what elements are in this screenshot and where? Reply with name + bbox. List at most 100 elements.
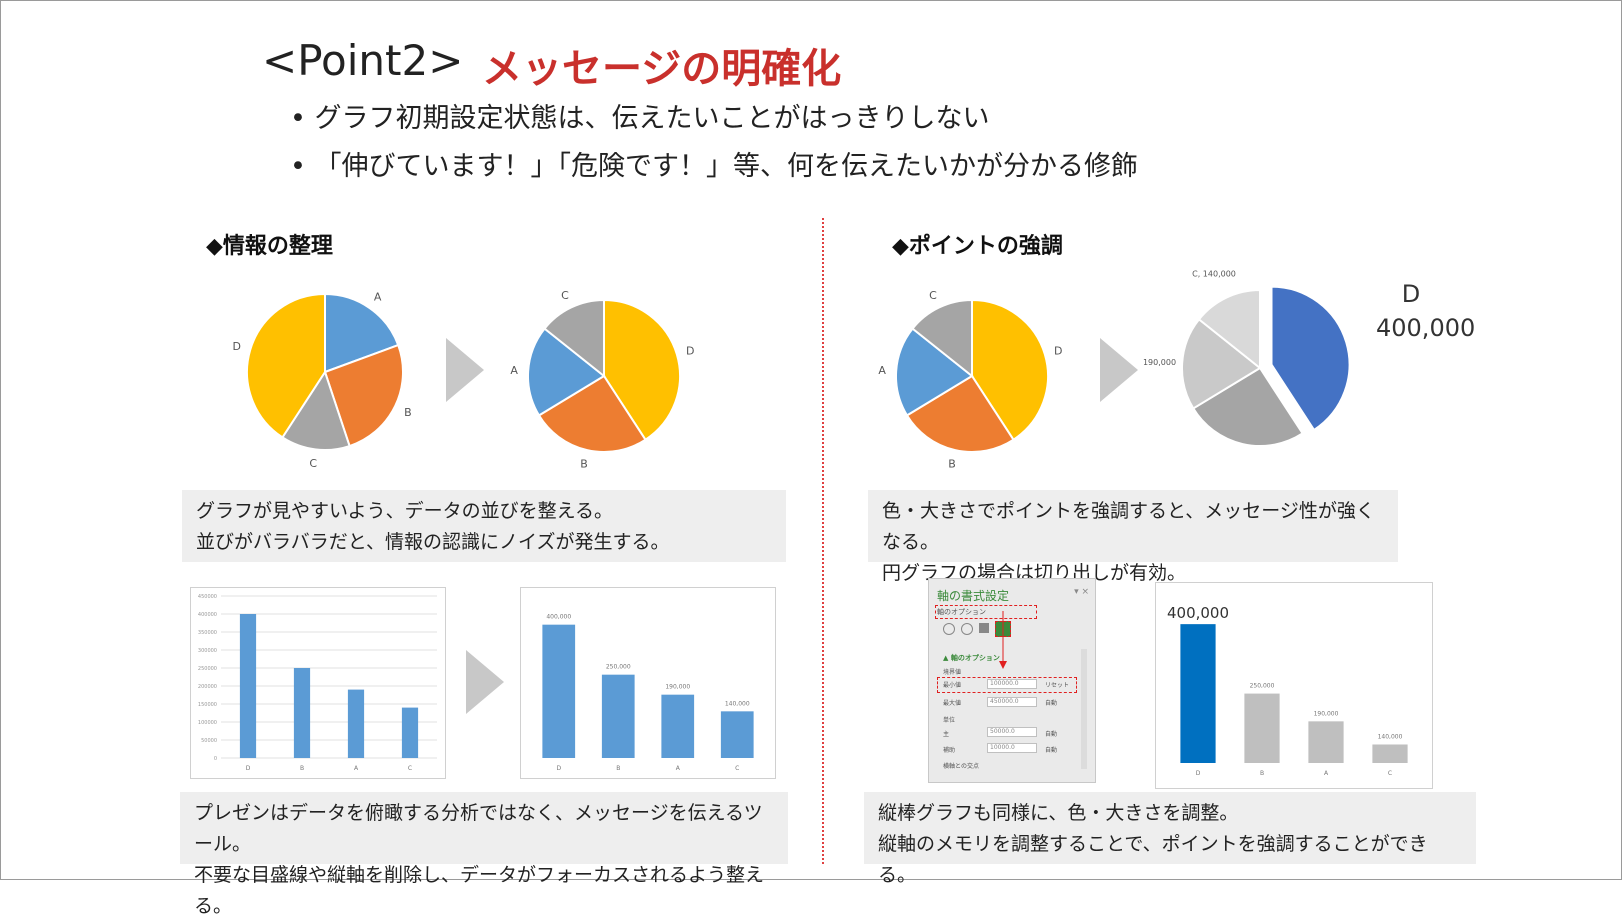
pie-label: B	[948, 458, 956, 471]
x-tick-label: B	[616, 765, 620, 772]
left-caption-bottom: プレゼンはデータを俯瞰する分析ではなく、メッセージを伝えるツール。 不要な目盛線…	[180, 792, 788, 917]
close-icon[interactable]: ▾ ×	[1074, 587, 1089, 597]
x-tick-label: C	[408, 765, 412, 772]
highlight-value: 400,000	[1376, 314, 1476, 342]
pie-label: C	[309, 457, 317, 470]
caption-line: グラフが見やすいよう、データの並びを整える。	[196, 500, 614, 522]
pie-slice-a	[895, 327, 974, 417]
pie-label: B	[580, 458, 588, 471]
pie-slice-b	[1191, 366, 1304, 447]
auto-button[interactable]: 自動	[1045, 747, 1058, 754]
caption-line: 色・大きさでポイントを強調すると、メッセージ性が強くなる。	[882, 500, 1375, 553]
fill-icon[interactable]	[943, 623, 955, 635]
row-max: 最大値	[943, 700, 962, 707]
y-tick-label: 0	[214, 756, 217, 762]
pie-label: C	[561, 289, 569, 302]
y-tick-label: 450000	[198, 594, 217, 600]
bar-highlight-frame: D 400,000 B 250,000 A 190,000 C 140,000	[1155, 582, 1433, 789]
bar-before: 0 50000 100000 150000 200000 250000 300000 3500…	[198, 594, 437, 772]
size-icon[interactable]	[979, 623, 989, 633]
y-tick-label: 400000	[198, 612, 217, 618]
section-axis-options[interactable]: ▲ 軸のオプション	[943, 654, 1000, 662]
pie-label: C, 140,000	[1192, 269, 1236, 278]
pie-slice-b	[905, 374, 1015, 453]
y-tick-label: 350000	[198, 630, 217, 636]
pie-slice-b	[537, 374, 647, 453]
pie-slice-c	[543, 298, 605, 379]
y-tick-label: 100000	[198, 720, 217, 726]
reset-button[interactable]: リセット	[1045, 682, 1070, 689]
auto-button[interactable]: 自動	[1045, 700, 1058, 707]
bar-c	[401, 707, 419, 758]
pie-slice-c	[1197, 288, 1261, 371]
x-tick-label: C	[735, 765, 739, 772]
slide-frame	[0, 0, 1622, 880]
dialog-title: 軸の書式設定	[937, 589, 1010, 603]
pie-label: A	[374, 291, 382, 304]
max-input[interactable]: 450000.0	[987, 697, 1037, 707]
pie-label: A	[510, 364, 518, 377]
pie-label: D	[1054, 344, 1062, 357]
bar-after-frame: D 400,000 B 250,000 A 190,000 C 140,000	[520, 587, 776, 779]
row-min: 最小値	[943, 682, 962, 689]
x-tick-label: B	[300, 765, 304, 772]
min-input[interactable]: 100000.0	[987, 679, 1037, 689]
bar-a	[661, 694, 695, 758]
slide-title-point: <Point2>	[262, 36, 464, 85]
bar-a	[347, 689, 365, 758]
caption-line: 縦棒グラフも同様に、色・大きさを調整。	[878, 802, 1239, 824]
data-label: 190,000	[665, 684, 690, 691]
bar-d	[239, 614, 257, 758]
x-tick-label: A	[1324, 770, 1329, 777]
bar-c	[1372, 744, 1408, 763]
right-heading: ◆ポイントの強調	[892, 234, 1063, 259]
x-tick-label: D	[556, 765, 561, 772]
auto-button[interactable]: 自動	[1045, 731, 1058, 738]
pie-label: C	[929, 289, 937, 302]
pie-slice-a	[527, 327, 606, 417]
major-input[interactable]: 50000.0	[987, 727, 1037, 737]
tab-axis-options[interactable]: 軸のオプション	[937, 608, 986, 616]
x-tick-label: A	[354, 765, 359, 772]
pie-slice-d	[1270, 285, 1351, 432]
pie-before: A B C D	[233, 291, 412, 471]
caption-line: 縦軸のメモリを調整することで、ポイントを強調することができる。	[878, 833, 1428, 886]
y-tick-label: 50000	[201, 738, 217, 744]
caption-line: 不要な目盛線や縦軸を削除し、データがフォーカスされるよう整える。	[194, 864, 765, 917]
pie-label: B	[404, 406, 412, 419]
row-units: 単位	[943, 717, 956, 724]
row-major: 主	[943, 731, 950, 738]
highlight-box	[937, 677, 1077, 693]
slide-title-message: メッセージの明確化	[482, 46, 842, 92]
data-label: 140,000	[1378, 733, 1403, 740]
arrow-right-icon	[446, 338, 484, 402]
minor-input[interactable]: 10000.0	[987, 743, 1037, 753]
effects-icon[interactable]	[961, 623, 973, 635]
pie-slice-a	[324, 292, 400, 374]
x-tick-label: D	[246, 765, 251, 772]
scrollbar[interactable]	[1081, 649, 1087, 769]
data-label: 190,000	[1314, 710, 1339, 717]
bar-d	[1180, 624, 1216, 763]
pie-slice-c	[911, 298, 973, 379]
y-tick-label: 200000	[198, 684, 217, 690]
x-tick-label: B	[1260, 770, 1264, 777]
y-tick-label: 300000	[198, 648, 217, 654]
pie-label: A	[878, 364, 886, 377]
caption-line: プレゼンはデータを俯瞰する分析ではなく、メッセージを伝えるツール。	[194, 802, 763, 855]
bar-c	[720, 711, 754, 758]
bar-after: D 400,000 B 250,000 A 190,000 C 140,000	[542, 614, 754, 772]
left-heading: ◆情報の整理	[206, 234, 333, 259]
bar-b	[293, 668, 311, 758]
bar-a	[1308, 721, 1344, 763]
highlight-label: D	[1401, 280, 1421, 308]
center-divider	[822, 218, 824, 864]
arrow-right-icon	[1100, 338, 1138, 402]
bullet-1: • グラフ初期設定状態は、伝えたいことがはっきりしない	[290, 103, 990, 134]
x-tick-label: D	[1196, 770, 1201, 777]
bar-highlight: D 400,000 B 250,000 A 190,000 C 140,000	[1167, 604, 1408, 777]
pie-sorted-2: D B A C	[878, 289, 1062, 471]
pie-label: A, 190,000	[1142, 358, 1176, 367]
pie-label: D	[686, 344, 694, 357]
